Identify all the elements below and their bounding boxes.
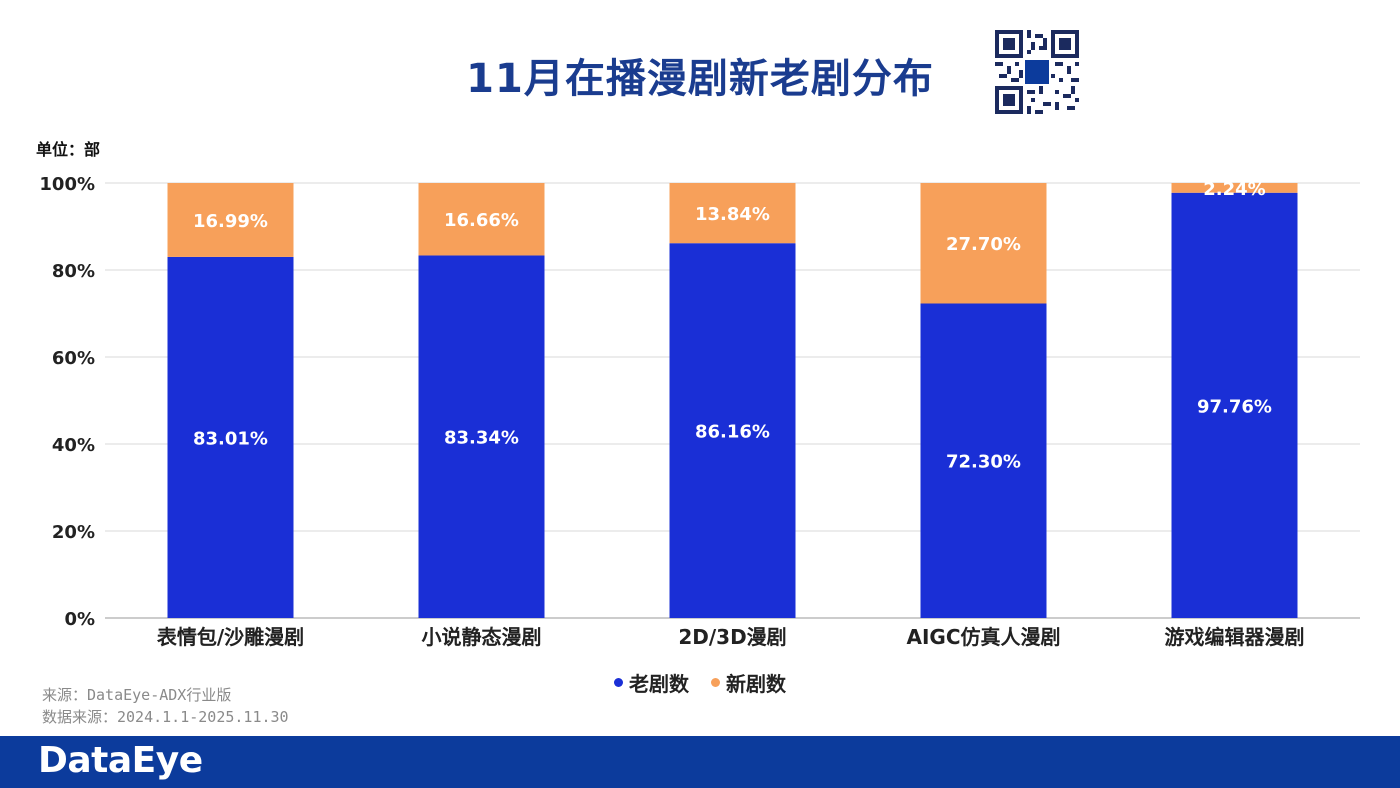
bar-segment (920, 303, 1047, 618)
bar-segment (669, 243, 796, 619)
bar-segment (1171, 183, 1298, 193)
unit-label: 单位：部 (36, 140, 101, 159)
data-label: 16.99% (193, 211, 268, 232)
y-tick-label: 20% (52, 522, 95, 543)
legend: 老剧数 新剧数 (0, 668, 1400, 697)
source-note: 来源：DataEye-ADX行业版 数据来源：2024.1.1-2025.11.… (42, 684, 289, 728)
y-tick-label: 100% (39, 174, 95, 195)
y-tick-label: 80% (52, 261, 95, 282)
x-tick-label: 2D/3D漫剧 (678, 625, 786, 649)
legend-item-new: 新剧数 (711, 668, 786, 697)
bar-segment (418, 255, 545, 618)
x-tick-label: 小说静态漫剧 (422, 625, 542, 649)
footer-bar: DataEye (0, 736, 1400, 788)
bar-segment (920, 183, 1047, 304)
bar-segment (167, 256, 294, 618)
x-tick-label: 游戏编辑器漫剧 (1165, 625, 1305, 649)
data-label: 13.84% (695, 204, 770, 225)
data-label: 16.66% (444, 210, 519, 231)
bar-segment (669, 183, 796, 244)
brand-logo: DataEye (38, 740, 203, 781)
source-line-1: 来源：DataEye-ADX行业版 (42, 686, 232, 704)
source-line-2: 数据来源：2024.1.1-2025.11.30 (42, 708, 289, 726)
bar-segment (1171, 192, 1298, 618)
chart-title: 11月在播漫剧新老剧分布 (466, 56, 934, 102)
legend-label-new: 新剧数 (726, 672, 786, 696)
legend-swatch-old (614, 678, 623, 687)
data-label: 2.24% (1203, 179, 1265, 200)
stacked-bar-chart: 0% 20% 40% 60% 80% 100% 83.01% 16.99% 表情包/沙雕漫剧 83… (39, 174, 1360, 649)
data-label: 83.34% (444, 428, 519, 449)
qr-code-icon (995, 30, 1079, 114)
data-label: 72.30% (946, 452, 1021, 473)
bar-segment (418, 183, 545, 256)
legend-label-old: 老剧数 (629, 672, 689, 696)
y-tick-label: 0% (64, 609, 95, 630)
y-tick-label: 60% (52, 348, 95, 369)
y-tick-label: 40% (52, 435, 95, 456)
legend-item-old: 老剧数 (614, 668, 689, 697)
data-label: 97.76% (1197, 396, 1272, 417)
data-label: 86.16% (695, 422, 770, 443)
data-label: 83.01% (193, 428, 268, 449)
x-tick-label: AIGC仿真人漫剧 (906, 625, 1060, 649)
bar-segment (167, 183, 294, 257)
data-label: 27.70% (946, 234, 1021, 255)
legend-swatch-new (711, 678, 720, 687)
x-tick-label: 表情包/沙雕漫剧 (157, 625, 304, 649)
